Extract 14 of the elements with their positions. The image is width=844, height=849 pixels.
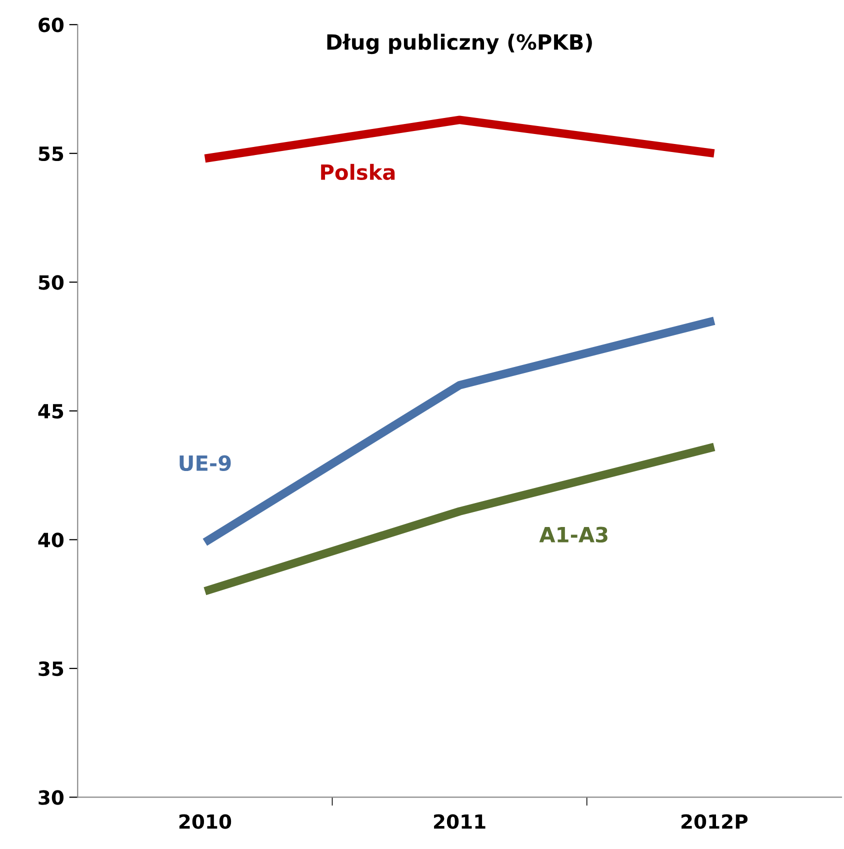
x-tick-label: 2010 xyxy=(179,814,232,829)
x-tick-label: 2011 xyxy=(434,814,486,829)
y-tick-label: 60 xyxy=(38,18,64,32)
y-tick-label: 50 xyxy=(38,275,64,290)
chart-title: Dług publiczny (%PKB) xyxy=(327,34,592,54)
y-tick-label: 55 xyxy=(38,146,64,162)
x-tick-label: 2012P xyxy=(682,814,748,829)
y-tick-label: 30 xyxy=(38,790,64,805)
y-tick-label: 45 xyxy=(38,404,64,419)
y-tick-label: 35 xyxy=(38,661,64,676)
series-label: Polska xyxy=(321,164,395,180)
y-tick-label: 40 xyxy=(38,532,64,548)
text: UE-9 xyxy=(180,455,231,472)
series-label: A1-A3 xyxy=(539,526,608,543)
